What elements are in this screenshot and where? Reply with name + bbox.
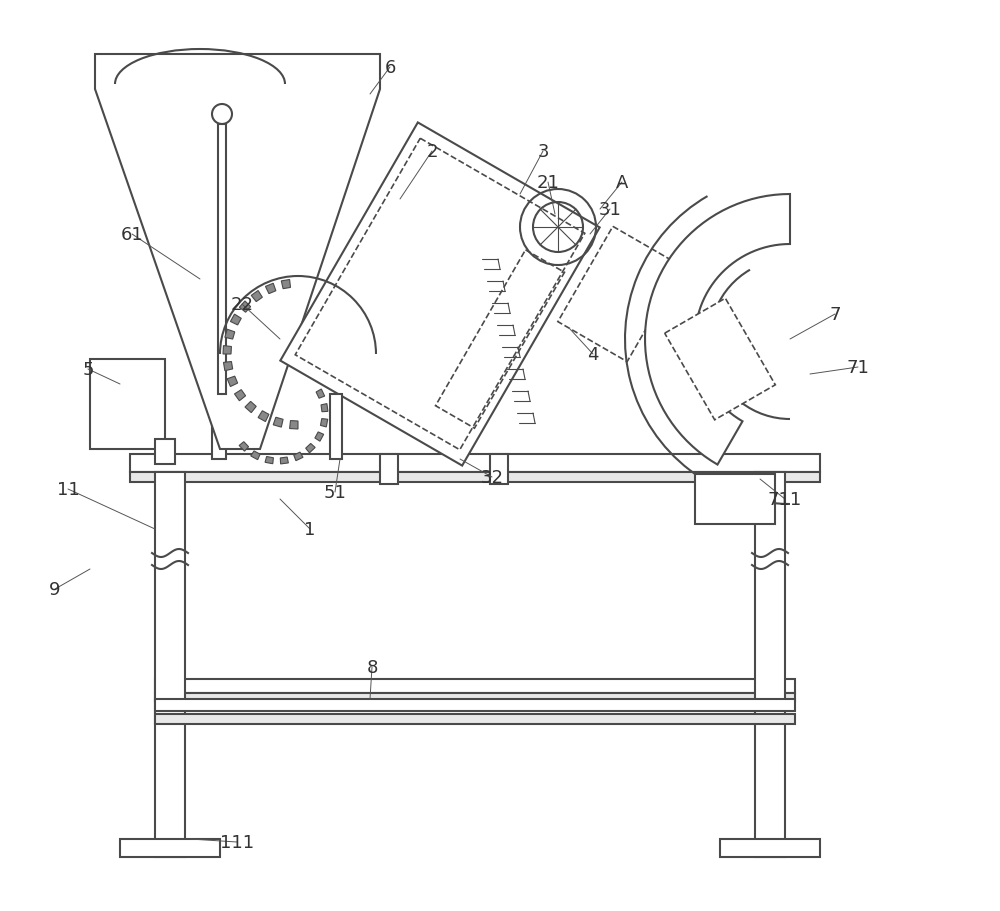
Polygon shape [645,195,790,465]
Text: 31: 31 [599,200,621,219]
Polygon shape [280,457,288,465]
Polygon shape [239,302,251,312]
Text: 3: 3 [537,143,549,161]
Polygon shape [230,315,241,325]
Text: 4: 4 [587,345,599,363]
Bar [695,475,775,525]
Polygon shape [223,362,233,372]
Polygon shape [95,55,380,449]
Bar [490,455,508,485]
Polygon shape [321,404,328,413]
Polygon shape [265,457,273,465]
Text: 32: 32 [480,468,504,486]
Text: 22: 22 [231,296,254,313]
Polygon shape [306,444,315,454]
Bar [330,394,342,459]
Polygon shape [316,390,325,399]
Bar [130,455,820,473]
Bar [155,693,795,701]
Polygon shape [315,433,324,442]
Bar [212,189,226,459]
Bar [155,473,185,857]
Bar [155,680,795,693]
Polygon shape [227,377,238,387]
Text: 71: 71 [847,359,869,376]
Polygon shape [265,284,276,294]
Text: 21: 21 [537,174,559,192]
Bar [130,473,820,483]
Polygon shape [558,227,682,363]
Text: A: A [616,174,628,192]
Text: 11: 11 [57,480,79,498]
Polygon shape [290,421,298,429]
Bar [155,700,795,711]
Polygon shape [258,411,269,422]
Polygon shape [234,390,246,402]
Polygon shape [225,330,235,340]
Bar [755,473,785,857]
Text: 8: 8 [366,659,378,676]
Bar [380,455,398,485]
Text: 51: 51 [324,484,346,501]
Bar [155,439,175,465]
Text: 7: 7 [829,306,841,323]
Polygon shape [273,418,283,427]
Polygon shape [665,299,775,420]
Bar [90,360,165,449]
Text: 711: 711 [768,490,802,508]
Text: 111: 111 [220,833,254,851]
Polygon shape [251,292,262,302]
Bar [155,714,795,724]
Text: 5: 5 [82,361,94,379]
Polygon shape [239,442,249,452]
Bar [720,839,820,857]
Polygon shape [294,453,303,461]
Polygon shape [321,419,328,427]
Polygon shape [280,123,600,466]
Text: 6: 6 [384,59,396,77]
Text: 1: 1 [304,520,316,538]
Text: 61: 61 [121,226,143,244]
Text: 2: 2 [426,143,438,161]
Polygon shape [281,281,290,290]
Bar [120,839,220,857]
Text: 9: 9 [49,580,61,599]
Polygon shape [223,346,231,354]
Polygon shape [245,402,256,414]
Polygon shape [251,452,260,460]
Bar [218,125,226,394]
